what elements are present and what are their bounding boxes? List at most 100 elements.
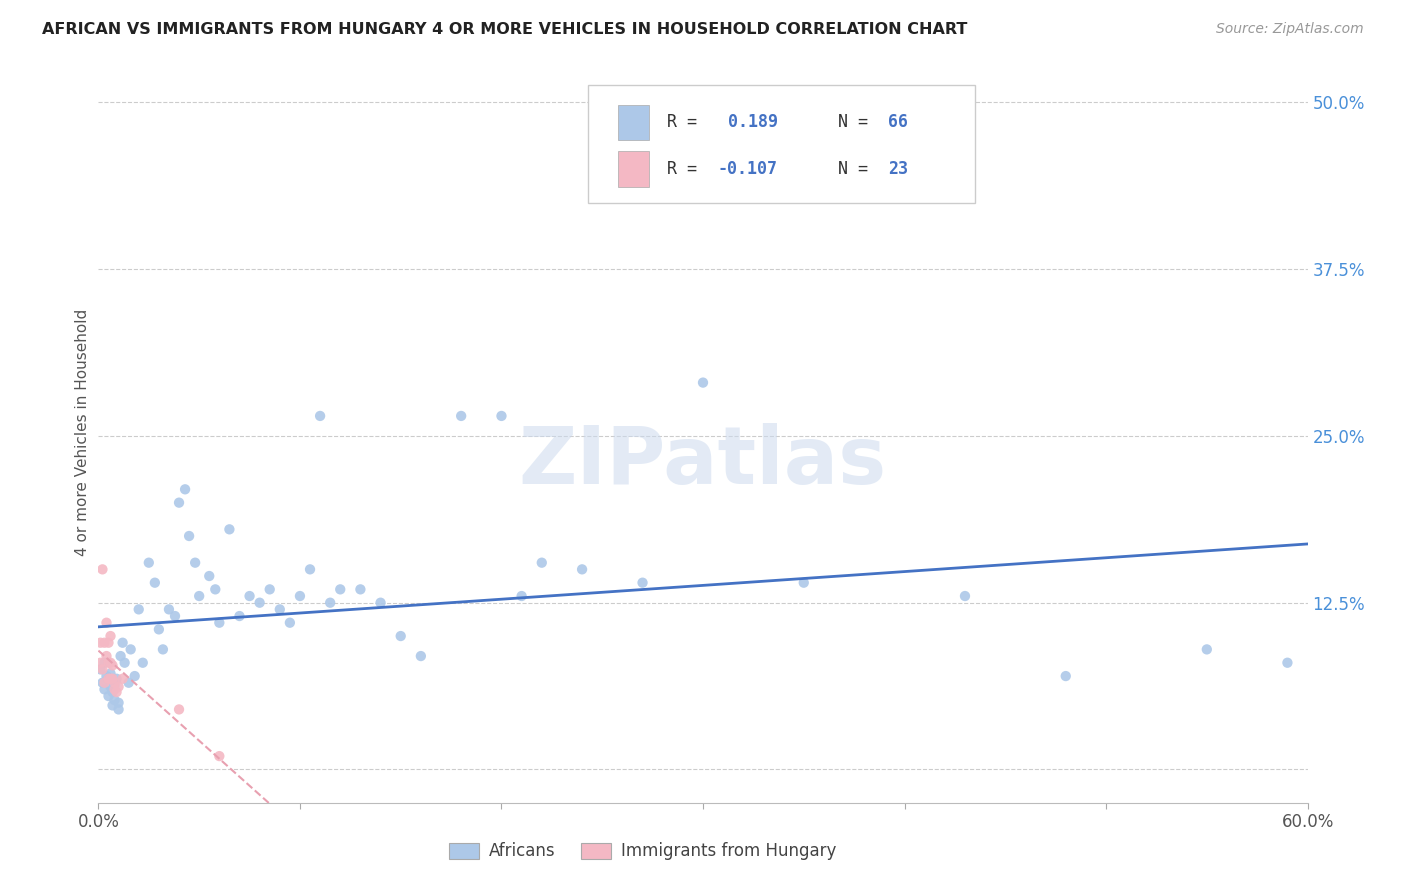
Point xyxy=(128,602,150,616)
Point xyxy=(103,675,125,690)
Point xyxy=(239,589,262,603)
Text: N =: N = xyxy=(818,113,877,131)
Point xyxy=(288,589,311,603)
Y-axis label: 4 or more Vehicles in Household: 4 or more Vehicles in Household xyxy=(75,309,90,557)
Point xyxy=(96,648,118,663)
Point xyxy=(309,409,332,423)
Point xyxy=(103,693,125,707)
Text: N =: N = xyxy=(818,160,877,178)
Point xyxy=(179,529,201,543)
Point xyxy=(278,615,301,630)
Point xyxy=(103,682,125,697)
Point xyxy=(120,642,142,657)
Point xyxy=(167,496,190,510)
Point xyxy=(89,636,111,650)
Text: 0.189: 0.189 xyxy=(717,113,778,131)
Text: Source: ZipAtlas.com: Source: ZipAtlas.com xyxy=(1216,22,1364,37)
Point xyxy=(100,666,122,681)
Point xyxy=(97,656,120,670)
Point xyxy=(299,562,322,576)
Point xyxy=(530,556,553,570)
Point xyxy=(204,582,226,597)
Point xyxy=(259,582,281,597)
Point xyxy=(97,672,120,686)
Point xyxy=(100,672,122,686)
Point xyxy=(111,672,134,686)
Point xyxy=(93,675,115,690)
Point xyxy=(97,636,120,650)
Point xyxy=(167,702,190,716)
Point xyxy=(370,596,392,610)
Point xyxy=(491,409,513,423)
Point xyxy=(103,678,125,692)
Point xyxy=(389,629,412,643)
Point xyxy=(198,569,221,583)
Text: 66: 66 xyxy=(889,113,908,131)
Point xyxy=(329,582,352,597)
FancyBboxPatch shape xyxy=(619,152,648,186)
FancyBboxPatch shape xyxy=(619,104,648,140)
Text: AFRICAN VS IMMIGRANTS FROM HUNGARY 4 OR MORE VEHICLES IN HOUSEHOLD CORRELATION C: AFRICAN VS IMMIGRANTS FROM HUNGARY 4 OR … xyxy=(42,22,967,37)
Point xyxy=(105,672,128,686)
Point xyxy=(132,656,155,670)
FancyBboxPatch shape xyxy=(588,85,976,203)
Point xyxy=(91,675,114,690)
Point xyxy=(953,589,976,603)
Point xyxy=(349,582,371,597)
Point xyxy=(100,629,122,643)
Point xyxy=(118,675,141,690)
Point xyxy=(143,575,166,590)
Point xyxy=(1054,669,1077,683)
Point xyxy=(89,656,111,670)
Point xyxy=(111,636,134,650)
Point xyxy=(100,656,122,670)
Text: 23: 23 xyxy=(889,160,908,178)
Point xyxy=(107,696,129,710)
Point xyxy=(510,589,533,603)
Point xyxy=(228,609,250,624)
Point xyxy=(101,672,124,686)
Point xyxy=(571,562,593,576)
Point xyxy=(89,662,111,676)
Legend: Africans, Immigrants from Hungary: Africans, Immigrants from Hungary xyxy=(440,834,845,869)
Point xyxy=(208,749,231,764)
Point xyxy=(163,609,186,624)
Text: -0.107: -0.107 xyxy=(717,160,778,178)
Point xyxy=(188,589,211,603)
Point xyxy=(692,376,714,390)
Point xyxy=(218,522,240,536)
Point xyxy=(409,648,432,663)
Point xyxy=(93,682,115,697)
Point xyxy=(96,669,118,683)
Text: ZIPatlas: ZIPatlas xyxy=(519,423,887,501)
Point xyxy=(184,556,207,570)
Point xyxy=(93,636,115,650)
Point xyxy=(1277,656,1299,670)
Point xyxy=(107,702,129,716)
Point xyxy=(101,658,124,673)
Point xyxy=(631,575,654,590)
Point xyxy=(152,642,174,657)
Point xyxy=(110,648,132,663)
Point xyxy=(157,602,180,616)
Point xyxy=(101,685,124,699)
Point xyxy=(793,575,815,590)
Point xyxy=(105,685,128,699)
Text: R =: R = xyxy=(666,160,707,178)
Point xyxy=(319,596,342,610)
Point xyxy=(174,483,197,497)
Point xyxy=(101,698,124,713)
Point xyxy=(97,689,120,703)
Point xyxy=(269,602,291,616)
Point xyxy=(107,680,129,694)
Point xyxy=(96,615,118,630)
Point xyxy=(91,662,114,676)
Point xyxy=(91,562,114,576)
Point xyxy=(100,680,122,694)
Point xyxy=(114,656,136,670)
Point xyxy=(124,669,146,683)
Point xyxy=(93,656,115,670)
Point xyxy=(1195,642,1218,657)
Text: R =: R = xyxy=(666,113,707,131)
Point xyxy=(97,672,120,686)
